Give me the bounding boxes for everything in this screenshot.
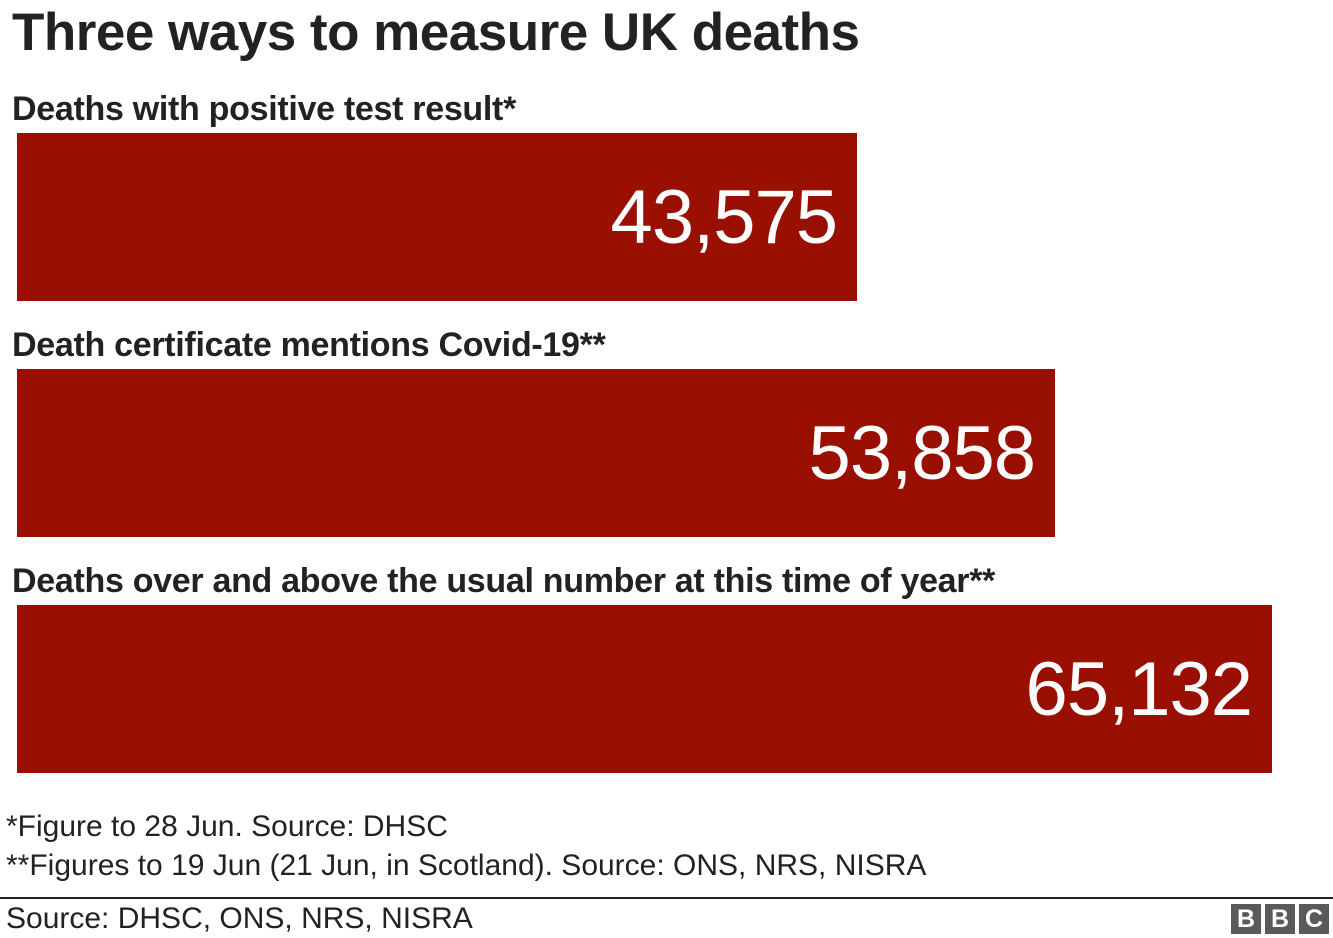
category-label-excess-deaths: Deaths over and above the usual number a…: [12, 562, 996, 600]
bar-value: 53,858: [808, 410, 1036, 496]
category-label-death-certificate: Death certificate mentions Covid-19**: [12, 326, 606, 364]
bbc-logo-icon: B B C: [1231, 904, 1329, 934]
category-label-positive-test: Deaths with positive test result*: [12, 90, 517, 128]
footnote-1: *Figure to 28 Jun. Source: DHSC: [6, 810, 448, 843]
logo-letter: B: [1265, 904, 1295, 934]
footer-divider: [0, 897, 1333, 899]
bar-excess-deaths: 65,132: [17, 605, 1272, 773]
bar-value: 65,132: [1025, 646, 1253, 732]
logo-letter: B: [1231, 904, 1261, 934]
bar-death-certificate: 53,858: [17, 369, 1055, 537]
chart-title: Three ways to measure UK deaths: [12, 3, 860, 62]
footnote-2: **Figures to 19 Jun (21 Jun, in Scotland…: [6, 849, 927, 882]
bar-positive-test: 43,575: [17, 133, 857, 301]
logo-letter: C: [1299, 904, 1329, 934]
source-text: Source: DHSC, ONS, NRS, NISRA: [6, 902, 473, 935]
bar-value: 43,575: [610, 174, 838, 260]
